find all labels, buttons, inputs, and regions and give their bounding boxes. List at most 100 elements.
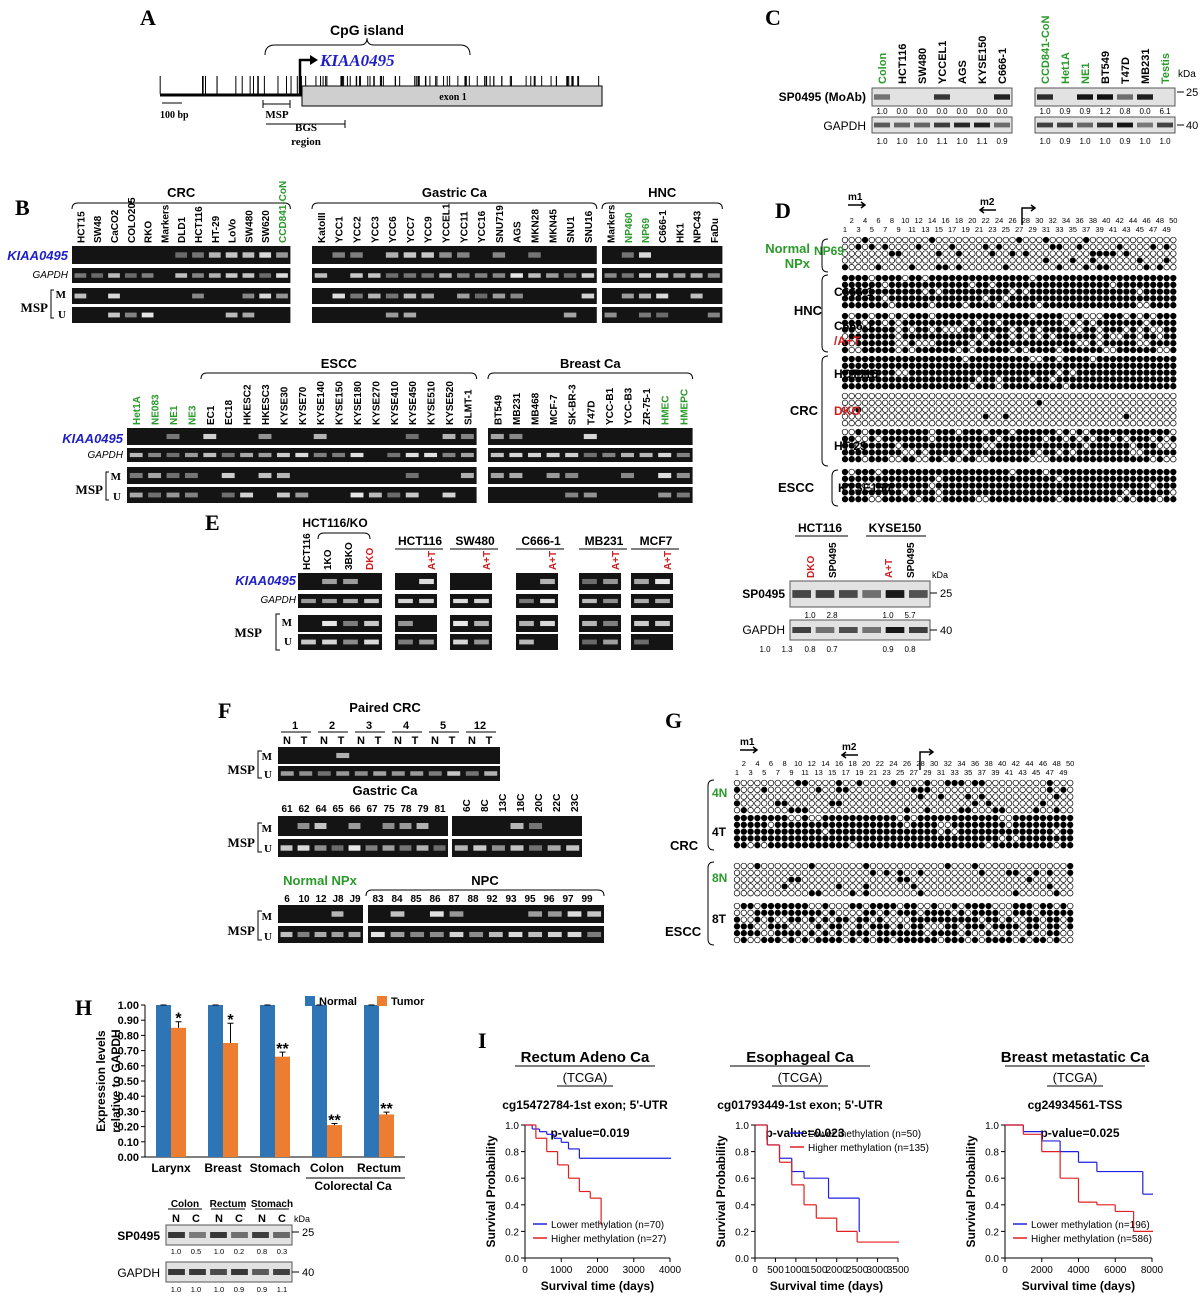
lane-label: HCT116 <box>897 44 909 84</box>
cpg-site <box>1033 814 1040 822</box>
cpg-site <box>868 250 875 257</box>
cpg-site <box>861 428 869 436</box>
gel-band <box>276 452 290 458</box>
cpg-site <box>1009 340 1016 347</box>
label: 1.0 <box>171 1247 181 1256</box>
gel-band <box>492 293 506 299</box>
gel <box>312 246 597 264</box>
gel-band <box>474 598 489 604</box>
cpg-site <box>1150 281 1157 288</box>
cpg-site <box>962 333 969 340</box>
cpg-site <box>1046 814 1053 822</box>
cpg-site <box>868 376 875 383</box>
cpg-site <box>922 264 929 271</box>
cpg-site <box>955 274 963 282</box>
gel-band <box>343 639 358 645</box>
cpg-site <box>861 355 869 363</box>
cpg-site <box>1150 236 1157 244</box>
cpg-site <box>1049 496 1056 503</box>
gel-band <box>295 452 309 458</box>
cpg-site <box>978 842 985 849</box>
cpg-site <box>1060 923 1067 930</box>
cpg-site <box>829 800 836 807</box>
cpg-site <box>1046 890 1053 897</box>
blot-band <box>1097 94 1113 100</box>
cpg-site <box>882 236 889 244</box>
cpg-site <box>1069 243 1076 250</box>
cpg-site <box>935 449 942 456</box>
cpg-site <box>1042 326 1050 333</box>
cpg-site <box>815 930 822 937</box>
cpg-site <box>1056 243 1063 250</box>
cpg-site <box>1096 475 1103 482</box>
gel-band <box>519 598 534 604</box>
cpg-site <box>955 288 963 295</box>
cpg-site <box>915 362 922 369</box>
cpg-site <box>1016 456 1023 463</box>
lane-label: HCT116 <box>194 206 205 243</box>
cpg-site <box>1076 274 1083 282</box>
cpg-site <box>999 869 1006 876</box>
cpg-site <box>1143 376 1150 383</box>
cpg-site <box>888 482 896 489</box>
gel-band <box>583 452 597 458</box>
cpg-site <box>1009 346 1016 354</box>
cpg-site <box>1069 236 1076 244</box>
cpg-site <box>1049 274 1056 282</box>
label: MCF7 <box>640 534 673 548</box>
cpg-site <box>1026 923 1033 930</box>
cpg-site <box>1053 779 1060 787</box>
gel-band <box>322 578 337 585</box>
label: exon 1 <box>439 92 467 103</box>
cpg-site <box>1116 312 1123 320</box>
cpg-site <box>1042 456 1050 463</box>
cpg-site <box>902 346 909 354</box>
cpg-site <box>955 489 963 496</box>
cpg-site <box>922 442 929 449</box>
label: p-value=0.025 <box>1040 1126 1119 1140</box>
cpg-site <box>995 295 1003 302</box>
label: 0.8 <box>904 645 916 654</box>
cpg-site <box>1129 413 1137 420</box>
cpg-site <box>842 930 849 937</box>
cpg-site <box>944 890 951 897</box>
cpg-site <box>975 288 983 295</box>
cpg-site <box>989 456 996 463</box>
cpg-site <box>1029 257 1036 264</box>
cpg-site <box>1002 435 1009 442</box>
cpg-site <box>1103 420 1110 427</box>
cpg-site <box>962 420 969 427</box>
label: 64 <box>315 804 327 815</box>
y-tick-label: 0.0 <box>985 1254 999 1265</box>
cpg-site <box>951 930 958 937</box>
cpg-site <box>1022 340 1030 347</box>
cpg-site <box>1083 369 1090 376</box>
cpg-site <box>841 489 849 496</box>
cpg-site <box>908 257 916 264</box>
cpg-site <box>835 916 843 923</box>
cpg-site <box>971 890 979 897</box>
cpg-site <box>935 496 942 503</box>
cpg-site <box>1039 923 1047 930</box>
gel-band <box>385 312 399 318</box>
cpg-site <box>910 916 917 923</box>
cpg-site <box>1056 376 1063 383</box>
cpg-site <box>958 902 965 910</box>
cpg-site <box>888 295 896 302</box>
cpg-site <box>1039 835 1047 842</box>
cpg-site <box>848 399 855 406</box>
cpg-site <box>1049 236 1056 244</box>
cpg-site <box>781 814 788 822</box>
cpg-site <box>861 376 869 383</box>
gel-band <box>439 273 452 278</box>
cpg-site <box>985 869 992 876</box>
cpg-number: 44 <box>1129 216 1137 225</box>
cpg-site <box>895 312 902 320</box>
cpg-site <box>969 475 976 482</box>
cpg-number: 22 <box>982 216 990 225</box>
cpg-site <box>1039 916 1047 923</box>
gel-band <box>410 771 424 776</box>
cpg-site <box>951 779 958 787</box>
cpg-site <box>890 909 897 916</box>
label: 0.8 <box>804 645 816 654</box>
